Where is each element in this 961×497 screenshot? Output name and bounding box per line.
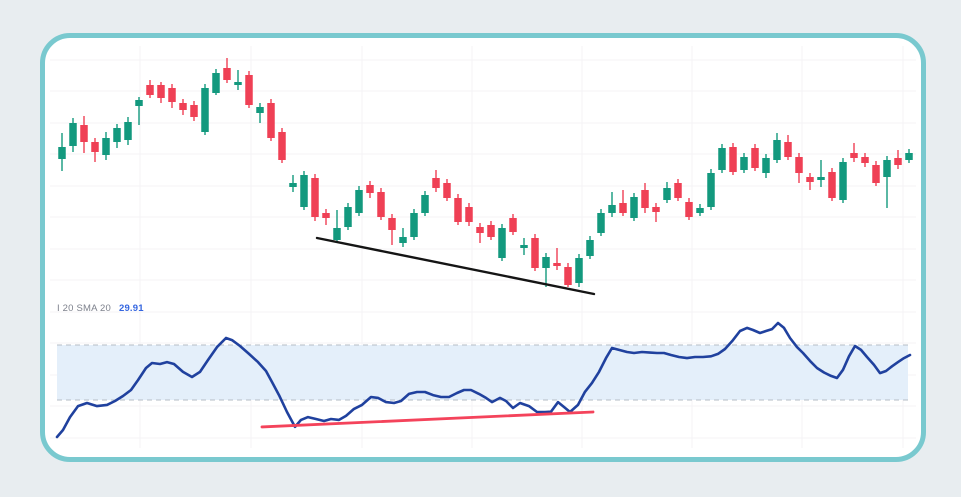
oscillator-line (55, 321, 912, 439)
indicator-name-label: I 20 SMA 20 (57, 303, 111, 314)
indicator-legend: I 20 SMA 20 29.91 (57, 303, 144, 315)
oscillator-trendline[interactable] (260, 410, 595, 429)
candlestick-series (58, 58, 913, 287)
price-trendline[interactable] (315, 236, 596, 296)
grid (50, 46, 916, 448)
indicator-value: 29.91 (118, 303, 144, 314)
